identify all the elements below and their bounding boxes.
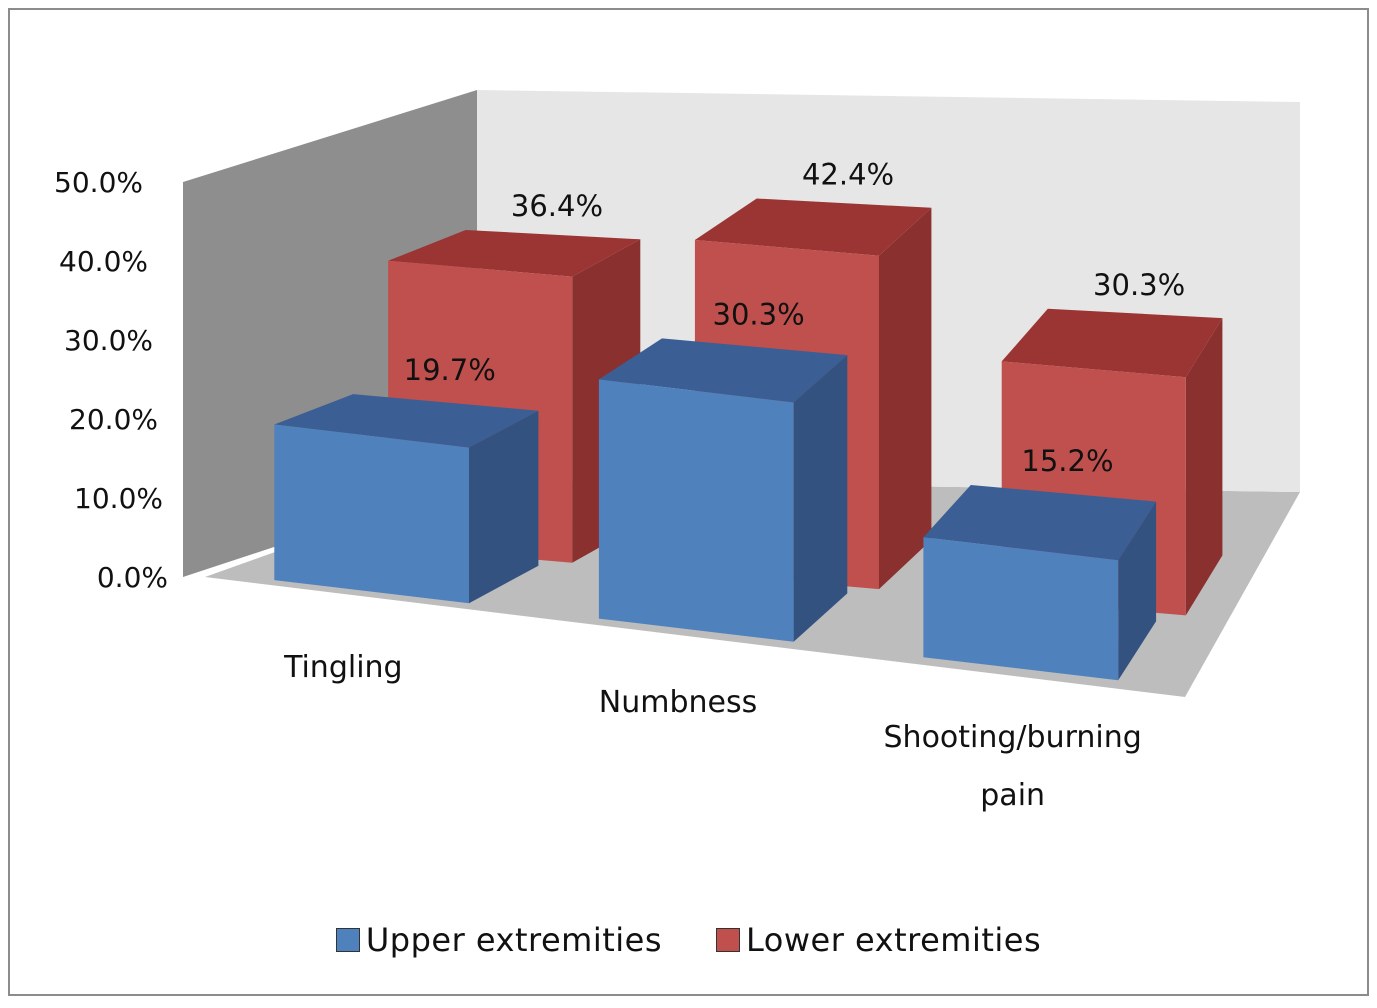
y-tick-label: 50.0%	[54, 166, 143, 199]
category-label: Tingling	[283, 650, 403, 685]
bar-top	[694, 198, 932, 256]
category-label: Shooting/burning	[884, 720, 1142, 755]
y-axis-ticks: 0.0% 10.0% 20.0% 30.0% 40.0% 50.0%	[54, 166, 168, 594]
y-tick-label: 40.0%	[59, 245, 148, 278]
y-tick-label: 0.0%	[97, 561, 168, 594]
bar-upper-2: 15.2%	[923, 444, 1157, 681]
legend-item-lower: Lower extremities	[716, 921, 1041, 959]
y-tick-label: 20.0%	[69, 403, 158, 436]
bar-front	[274, 424, 469, 604]
data-label: 15.2%	[1021, 444, 1113, 478]
bar-side	[1185, 318, 1223, 616]
y-tick-label: 10.0%	[74, 482, 163, 515]
data-label: 30.3%	[713, 297, 805, 331]
chart-bars: 36.4% 42.4% 30.3% 19.7% 30.3% 15.2%	[274, 158, 1223, 681]
legend-item-upper: Upper extremities	[335, 921, 663, 959]
legend-label-upper: Upper extremities	[365, 921, 663, 959]
legend-swatch-upper	[335, 928, 360, 952]
legend-label-lower: Lower extremities	[746, 921, 1042, 959]
bar-top	[274, 394, 539, 448]
category-label: Numbness	[599, 685, 757, 720]
bar-upper-1: 30.3%	[598, 297, 848, 642]
bar-top	[923, 485, 1157, 561]
bar-front	[598, 379, 794, 642]
bar-top	[598, 338, 848, 403]
legend-swatch-lower	[716, 928, 741, 952]
bar-side	[1118, 501, 1157, 681]
legend: Upper extremities Lower extremities	[0, 915, 1377, 965]
bar-side	[793, 355, 848, 642]
bar-side	[469, 410, 539, 604]
bar-top	[1001, 308, 1223, 378]
category-label: pain	[980, 778, 1045, 813]
data-label: 36.4%	[511, 189, 603, 223]
category-labels: Tingling Numbness Shooting/burning pain	[283, 650, 1142, 813]
bar-front	[923, 537, 1119, 681]
data-label: 42.4%	[802, 158, 894, 192]
bar-top	[388, 230, 641, 277]
data-label: 30.3%	[1093, 268, 1185, 302]
bar-side	[879, 207, 932, 590]
y-tick-label: 30.0%	[64, 324, 153, 357]
bar-upper-0: 19.7%	[274, 353, 539, 604]
data-label: 19.7%	[404, 353, 496, 387]
